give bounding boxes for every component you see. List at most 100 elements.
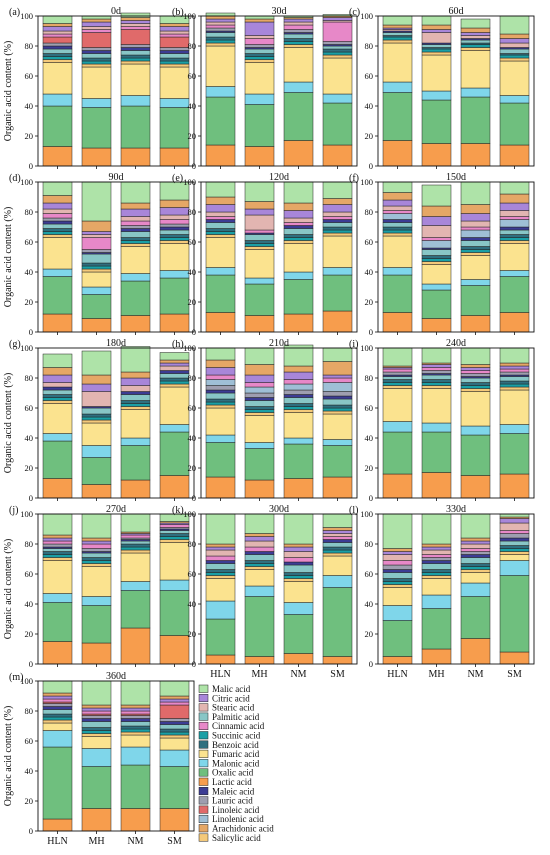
bar-segment-stearic-acid [42, 208, 73, 214]
bar-segment-maleic-acid [283, 561, 314, 566]
bar-segment-cinnamic-acid [205, 216, 236, 220]
bar-segment-linolenic-acid [322, 382, 353, 392]
bar-segment-palmitic-acid [42, 48, 73, 54]
bar-segment-benzoic-acid [120, 543, 151, 548]
bar-segment-benzoic-acid [322, 48, 353, 53]
bar-segment-succinic-acid [42, 397, 73, 401]
bar-segment-citric-acid [81, 707, 112, 712]
bar-stack-HLN [382, 15, 413, 167]
bar-segment-malic-acid [205, 513, 236, 545]
bar-segment-stearic-acid [421, 32, 452, 44]
y-tick-label: 100 [183, 177, 196, 187]
bar-segment-cinnamic-acid [322, 536, 353, 540]
legend-swatch [198, 833, 209, 842]
bar-segment-citric-acid [382, 551, 413, 555]
bar-segment-oxalic-acid [159, 107, 190, 149]
bar-segment-fumaric-acid [81, 422, 112, 446]
panel-title: 300d [269, 504, 289, 515]
bar-segment-malonic-acid [120, 746, 151, 766]
bar-segment-stearic-acid [244, 540, 275, 548]
y-tick-label: 80 [188, 373, 197, 383]
bar-segment-cinnamic-acid [244, 229, 275, 234]
bar-segment-malic-acid [244, 347, 275, 365]
bar-segment-lactic-acid [382, 473, 413, 499]
bar-segment-salicylic-acid [120, 549, 151, 554]
bar-segment-malonic-acid [499, 424, 530, 434]
bar-segment-malonic-acid [205, 434, 236, 443]
bar-segment-oxalic-acid [499, 433, 530, 475]
bar-stack-MH [244, 15, 275, 167]
bar-segment-malic-acid [283, 344, 314, 367]
bar-stack-SM [499, 513, 530, 665]
bar-stack-NM [283, 344, 314, 499]
bar-segment-benzoic-acid [460, 382, 491, 386]
bar-segment-arachidonic-acid [159, 359, 190, 364]
bar-segment-fumaric-acid [460, 50, 491, 89]
bar-segment-fumaric-acid [205, 407, 236, 436]
bar-segment-arachidonic-acid [42, 23, 73, 27]
bar-segment-arachidonic-acid [322, 198, 353, 205]
y-tick-label: 100 [20, 509, 33, 519]
bar-segment-malic-acid [159, 352, 190, 361]
legend-swatch [198, 694, 209, 703]
bar-segment-malonic-acid [283, 271, 314, 280]
bar-stack-SM [159, 181, 190, 333]
bar-segment-arachidonic-acid [81, 220, 112, 232]
bar-segment-salicylic-acid [460, 252, 491, 256]
bar-segment-citric-acid [460, 213, 491, 222]
bar-segment-succinic-acid [205, 39, 236, 44]
y-tick-label: 40 [365, 267, 374, 277]
y-tick-label: 80 [25, 207, 34, 217]
bar-segment-malic-acid [205, 181, 236, 198]
panel-title: 360d [106, 671, 126, 682]
y-tick-label: 20 [188, 131, 197, 141]
panel-label: (f) [349, 173, 359, 184]
bar-segment-maleic-acid [205, 219, 236, 223]
bar-segment-citric-acid [120, 20, 151, 24]
bar-segment-oxalic-acid [382, 431, 413, 475]
y-tick-label: 40 [25, 433, 34, 443]
y-tick-label: 40 [188, 267, 197, 277]
bar-segment-lactic-acid [499, 473, 530, 499]
panel-label: (a) [9, 7, 20, 18]
panel-240d: 0 20 40 60 80 100(i) 240d [349, 338, 535, 503]
bar-segment-malic-acid [81, 181, 112, 222]
bar-segment-lactic-acid [244, 146, 275, 167]
bar-segment-oxalic-acid [120, 105, 151, 149]
bar-segment-malonic-acid [460, 582, 491, 597]
bar-segment-lactic-acid [205, 312, 236, 333]
y-tick-label: 100 [360, 177, 373, 187]
y-tick-label: 40 [365, 101, 374, 111]
bar-segment-cinnamic-acid [42, 213, 73, 219]
bar-segment-citric-acid [120, 707, 151, 712]
bar-segment-citric-acid [499, 38, 530, 44]
bar-segment-succinic-acid [159, 60, 190, 65]
bar-stack-NM [460, 347, 491, 499]
bar-segment-succinic-acid [421, 48, 452, 53]
y-axis-label: Organic acid content (%) [3, 706, 14, 807]
bar-segment-maleic-acid [205, 560, 236, 564]
bar-segment-fumaric-acid [244, 415, 275, 443]
bar-segment-lactic-acid [244, 315, 275, 333]
bar-segment-cinnamic-acid [81, 543, 112, 549]
legend-swatch [198, 703, 209, 712]
bar-segment-succinic-acid [499, 383, 530, 388]
bar-segment-lauric-acid [42, 703, 73, 707]
bar-segment-salicylic-acid [283, 240, 314, 244]
bar-segment-maleic-acid [120, 391, 151, 395]
bar-segment-arachidonic-acid [205, 359, 236, 368]
bar-segment-maleic-acid [81, 50, 112, 54]
y-tick-label: 100 [183, 509, 196, 519]
bar-segment-oxalic-acid [421, 99, 452, 144]
y-tick-label: 0 [192, 161, 196, 171]
bar-segment-maleic-acid [244, 551, 275, 555]
bar-segment-benzoic-acid [382, 226, 413, 231]
bar-segment-cinnamic-acid [120, 26, 151, 30]
legend-swatch [198, 777, 209, 786]
bar-segment-malic-acid [42, 680, 73, 694]
bar-segment-stearic-acid [322, 533, 353, 537]
bar-segment-salicylic-acid [120, 731, 151, 736]
bar-segment-malonic-acid [81, 748, 112, 767]
